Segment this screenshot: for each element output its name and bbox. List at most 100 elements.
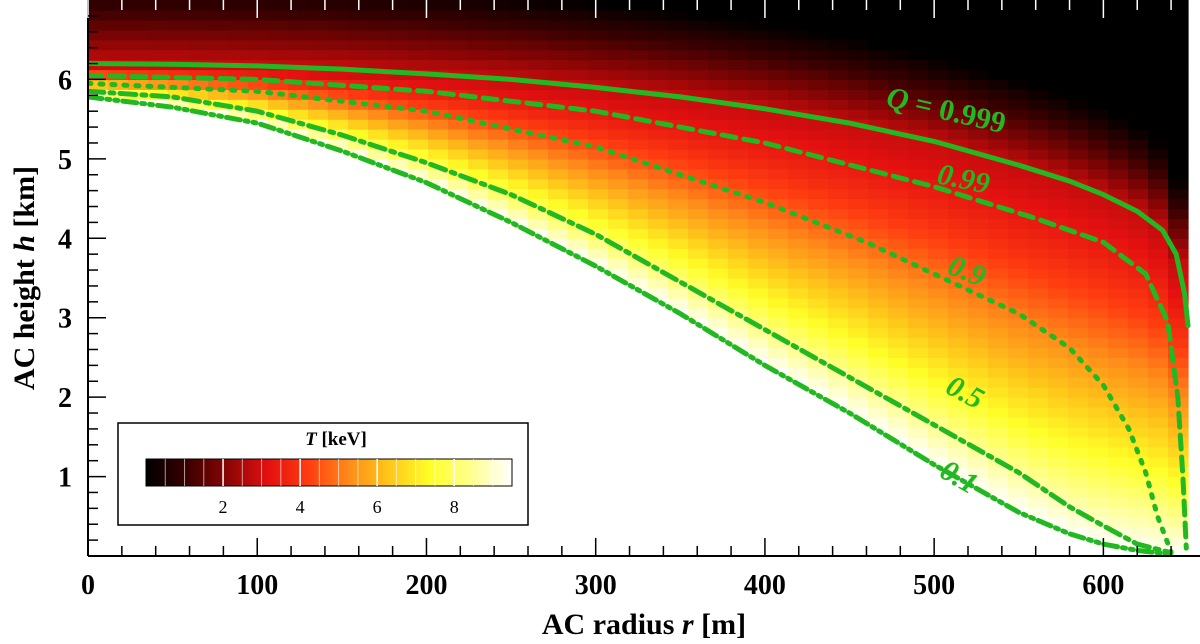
heatmap-cell: [168, 188, 189, 200]
heatmap-cell: [548, 208, 569, 220]
heatmap-cell: [128, 148, 149, 160]
heatmap-cell: [188, 129, 209, 140]
heatmap-cell: [288, 268, 309, 279]
heatmap-cell: [448, 387, 469, 398]
heatmap-cell: [908, 208, 929, 220]
heatmap-cell: [168, 268, 189, 279]
heatmap-cell: [148, 39, 169, 51]
heatmap-cell: [128, 297, 149, 309]
heatmap-cell: [388, 526, 409, 537]
heatmap-cell: [908, 29, 929, 41]
heatmap-cell: [1008, 297, 1029, 309]
heatmap-cell: [628, 347, 649, 359]
heatmap-cell: [168, 218, 189, 229]
heatmap-cell: [88, 297, 109, 309]
heatmap-cell: [568, 436, 589, 448]
heatmap-cell: [1028, 546, 1049, 556]
heatmap-cell: [968, 327, 989, 339]
heatmap-cell: [1008, 168, 1029, 180]
heatmap-cell: [708, 168, 729, 180]
heatmap-cell: [548, 238, 569, 249]
heatmap-cell: [1008, 19, 1029, 31]
heatmap-cell: [1028, 109, 1049, 120]
heatmap-cell: [448, 29, 469, 41]
heatmap-cell: [668, 337, 689, 349]
heatmap-cell: [808, 287, 829, 299]
heatmap-cell: [568, 109, 589, 120]
heatmap-cell: [1148, 466, 1169, 478]
heatmap-cell: [88, 287, 109, 299]
heatmap-cell: [528, 367, 549, 378]
heatmap-cell: [1088, 417, 1109, 428]
heatmap-cell: [368, 397, 389, 408]
heatmap-cell: [348, 377, 369, 388]
heatmap-cell: [408, 158, 429, 170]
heatmap-cell: [788, 466, 809, 478]
heatmap-cell: [1068, 39, 1089, 51]
heatmap-cell: [148, 287, 169, 299]
heatmap-cell: [468, 19, 489, 31]
heatmap-cell: [1088, 426, 1109, 438]
heatmap-cell: [728, 29, 749, 41]
heatmap-cell: [988, 486, 1009, 498]
heatmap-cell: [188, 89, 209, 100]
heatmap-cell: [628, 158, 649, 170]
heatmap-cell: [408, 526, 429, 537]
heatmap-cell: [1068, 198, 1089, 210]
heatmap-cell: [888, 287, 909, 299]
heatmap-cell: [808, 426, 829, 438]
heatmap-cell: [328, 287, 349, 299]
heatmap-cell: [1168, 446, 1189, 458]
heatmap-cell: [368, 536, 389, 547]
heatmap-cell: [568, 486, 589, 498]
heatmap-cell: [168, 19, 189, 31]
heatmap-cell: [1028, 297, 1049, 309]
heatmap-cell: [1168, 198, 1189, 210]
heatmap-cell: [368, 39, 389, 51]
heatmap-cell: [968, 476, 989, 488]
heatmap-cell: [88, 407, 109, 418]
heatmap-cell: [968, 59, 989, 71]
heatmap-cell: [948, 228, 969, 239]
heatmap-cell: [688, 506, 709, 517]
heatmap-cell: [1108, 287, 1129, 299]
heatmap-cell: [928, 377, 949, 388]
heatmap-cell: [588, 387, 609, 398]
heatmap-cell: [828, 59, 849, 71]
heatmap-cell: [828, 139, 849, 150]
heatmap-cell: [88, 278, 109, 289]
heatmap-cell: [828, 19, 849, 31]
heatmap-cell: [328, 19, 349, 31]
heatmap-cell: [1008, 198, 1029, 210]
heatmap-cell: [828, 436, 849, 448]
heatmap-cell: [988, 69, 1009, 81]
heatmap-cell: [468, 357, 489, 368]
heatmap-cell: [1068, 59, 1089, 71]
heatmap-cell: [548, 456, 569, 468]
heatmap-cell: [208, 69, 229, 81]
heatmap-cell: [688, 516, 709, 527]
heatmap-cell: [608, 287, 629, 299]
heatmap-cell: [1088, 129, 1109, 140]
heatmap-cell: [1128, 218, 1149, 229]
heatmap-cell: [488, 9, 509, 21]
heatmap-cell: [208, 218, 229, 229]
heatmap-cell: [608, 466, 629, 478]
heatmap-cell: [168, 327, 189, 339]
heatmap-cell: [428, 258, 449, 269]
heatmap-cell: [628, 139, 649, 150]
heatmap-cell: [308, 109, 329, 120]
heatmap-cell: [988, 347, 1009, 359]
heatmap-cell: [488, 526, 509, 537]
heatmap-cell: [908, 466, 929, 478]
heatmap-cell: [328, 119, 349, 130]
heatmap-cell: [728, 496, 749, 507]
heatmap-cell: [828, 278, 849, 289]
heatmap-cell: [248, 536, 269, 547]
heatmap-cell: [968, 278, 989, 289]
heatmap-cell: [228, 268, 249, 279]
heatmap-cell: [1108, 168, 1129, 180]
heatmap-cell: [408, 268, 429, 279]
heatmap-cell: [448, 297, 469, 309]
heatmap-cell: [248, 218, 269, 229]
